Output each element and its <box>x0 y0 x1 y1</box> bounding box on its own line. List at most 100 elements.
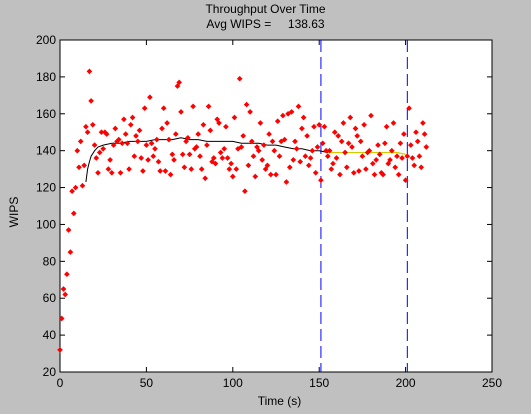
data-point <box>124 140 131 147</box>
data-point <box>302 153 309 160</box>
data-point <box>79 182 86 189</box>
data-point <box>133 133 139 139</box>
data-point <box>93 155 100 161</box>
data-point <box>212 160 219 167</box>
data-point <box>72 184 79 191</box>
data-point <box>311 123 317 130</box>
data-point <box>335 133 342 139</box>
data-point <box>167 171 174 178</box>
data-point <box>202 175 209 182</box>
axis-ticks: 0 50 100 150 200 250 20 40 60 80 100 120 140 160 180 20… <box>36 33 502 390</box>
data-point <box>155 158 162 165</box>
data-point <box>309 147 316 154</box>
data-point <box>347 114 354 121</box>
data-point <box>285 110 291 117</box>
data-point <box>281 136 288 143</box>
data-point <box>413 129 419 136</box>
x-tick-label: 200 <box>396 376 416 390</box>
data-point <box>356 168 362 174</box>
data-point <box>420 120 426 126</box>
data-point <box>190 103 196 110</box>
data-point <box>179 151 186 158</box>
data-point <box>134 138 141 145</box>
data-point <box>286 164 293 171</box>
data-point <box>407 142 414 148</box>
data-point <box>140 168 146 174</box>
data-point <box>312 169 319 176</box>
data-point <box>76 164 82 171</box>
data-point <box>361 121 367 128</box>
y-tick-label: 60 <box>43 291 57 305</box>
data-point <box>240 133 247 139</box>
data-point <box>376 151 383 158</box>
data-point <box>69 188 75 195</box>
data-point <box>257 120 264 126</box>
data-point <box>119 140 126 147</box>
data-point <box>261 142 267 148</box>
data-point <box>255 147 262 154</box>
data-point <box>295 103 302 110</box>
data-point <box>390 120 397 126</box>
data-point <box>411 162 418 169</box>
data-point <box>107 157 113 163</box>
data-point <box>81 162 88 169</box>
data-point <box>245 162 252 169</box>
data-point <box>224 155 231 161</box>
data-point <box>402 177 409 184</box>
data-point <box>382 140 388 147</box>
data-point <box>174 83 181 89</box>
data-point <box>204 142 210 148</box>
data-point <box>305 162 312 169</box>
y-tick-label: 140 <box>36 144 56 158</box>
data-point <box>136 127 143 134</box>
data-point <box>117 169 124 176</box>
data-point <box>138 155 145 161</box>
data-point <box>181 164 188 171</box>
data-point <box>243 101 250 108</box>
data-point <box>259 157 266 163</box>
data-point <box>62 291 69 298</box>
data-point <box>110 142 117 148</box>
data-point <box>324 153 331 160</box>
data-point <box>401 131 407 137</box>
data-point <box>195 131 202 137</box>
data-point <box>67 249 74 255</box>
data-point <box>157 168 164 174</box>
data-point <box>96 149 103 156</box>
data-point <box>150 153 157 160</box>
x-tick-label: 0 <box>57 376 64 390</box>
avg-wips-label: Avg WIPS = <box>206 17 272 31</box>
data-point <box>395 171 402 178</box>
y-tick-label: 100 <box>36 217 56 231</box>
data-point <box>418 164 425 171</box>
data-point <box>262 166 269 172</box>
chart-subtitle: Avg WIPS = 138.63 <box>0 17 531 31</box>
data-point <box>242 188 248 195</box>
data-point <box>200 121 207 128</box>
data-point <box>280 112 286 119</box>
data-point <box>252 173 259 180</box>
data-point <box>304 133 310 139</box>
data-point <box>115 136 122 143</box>
y-tick-label: 20 <box>43 365 57 379</box>
data-point <box>267 171 274 178</box>
data-point <box>236 75 243 82</box>
data-point <box>185 134 191 141</box>
data-point <box>409 155 416 161</box>
data-point <box>271 147 278 154</box>
data-point <box>209 158 215 165</box>
data-point <box>129 114 136 121</box>
data-point <box>330 160 336 167</box>
data-point <box>316 121 323 128</box>
data-point <box>70 210 77 217</box>
data-point <box>331 129 338 136</box>
data-point <box>169 151 176 158</box>
data-point <box>273 171 279 178</box>
data-point <box>274 118 281 125</box>
data-point <box>300 114 307 121</box>
data-point <box>354 133 361 139</box>
data-point <box>333 155 340 161</box>
data-point <box>229 173 236 180</box>
data-point <box>342 149 348 156</box>
